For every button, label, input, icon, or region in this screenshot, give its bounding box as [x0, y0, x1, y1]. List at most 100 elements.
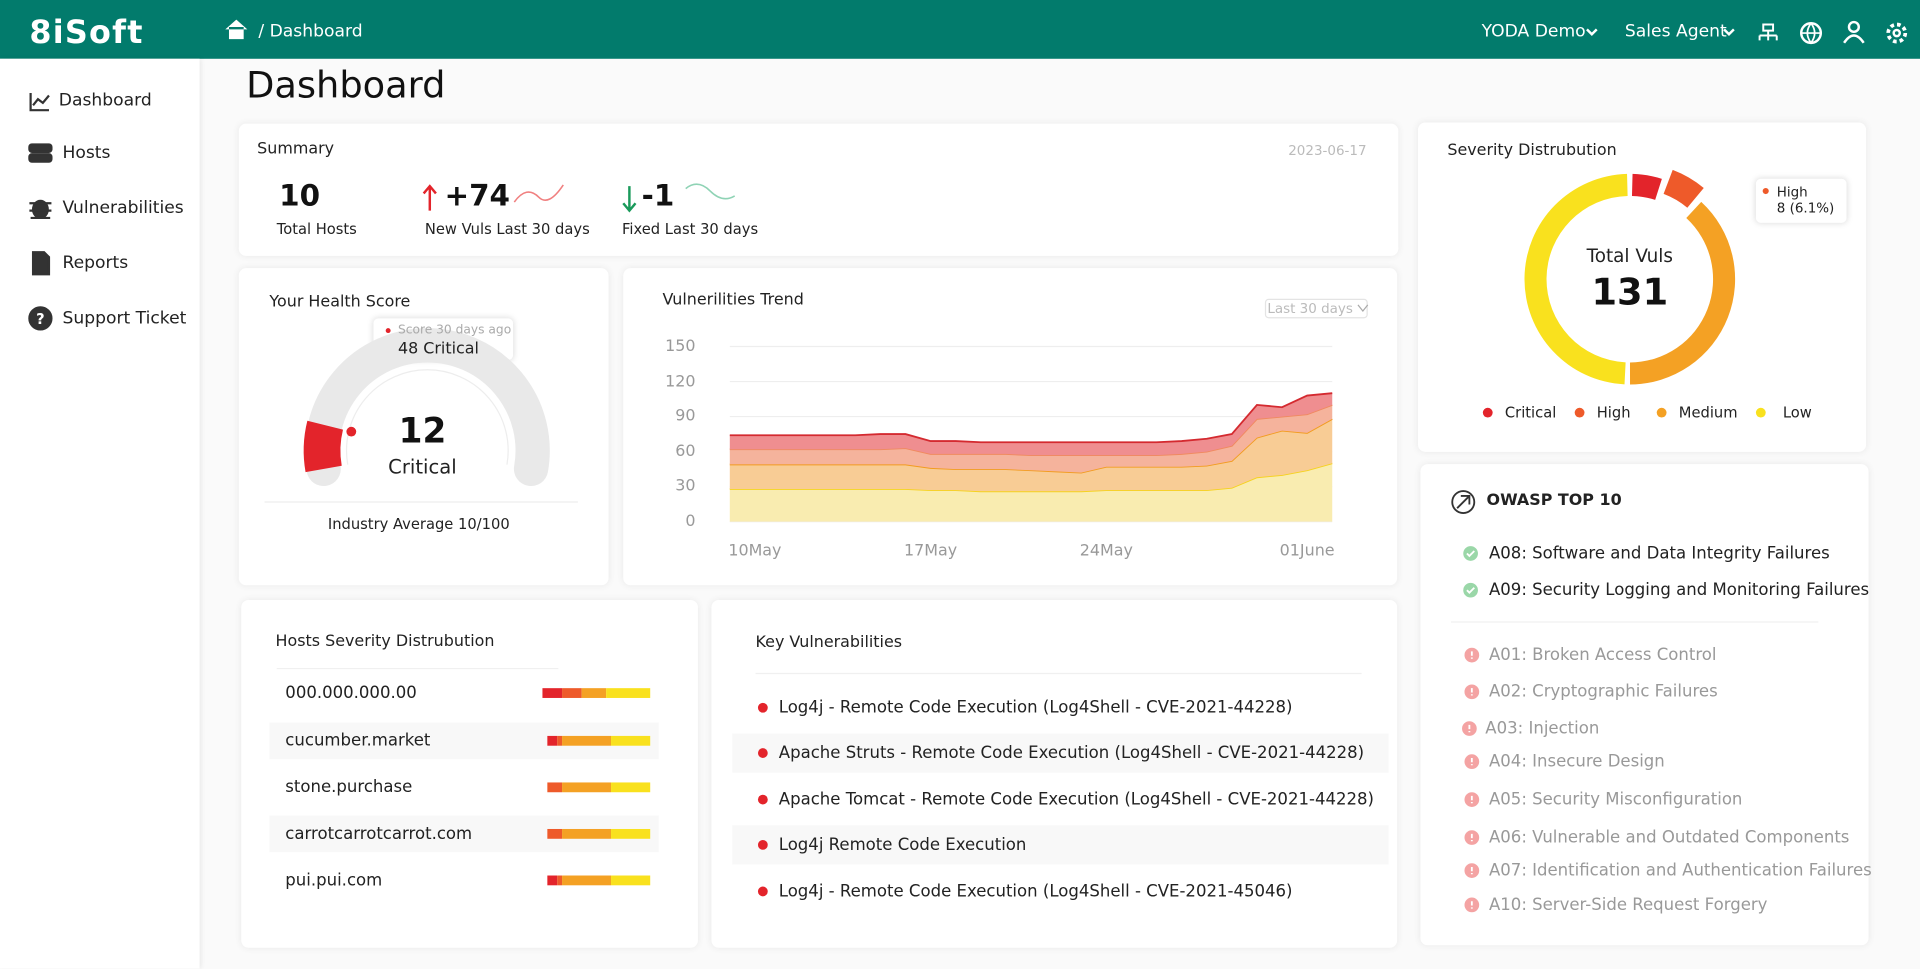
gauge-inner-ring [345, 369, 509, 465]
owasp-icon [1451, 490, 1476, 514]
industry-average: Industry Average 10/100 [327, 515, 510, 533]
host-name: carrotcarrotcarrot.com [285, 824, 473, 844]
hosts-icon [28, 143, 53, 153]
host-bar-segment [557, 875, 563, 886]
host-name: stone.purchase [285, 777, 413, 798]
host-bar-segment [547, 782, 563, 793]
area-layer [729, 418, 1333, 492]
donut-segment [1631, 173, 1662, 200]
owasp-card [1420, 464, 1869, 946]
area-layer [729, 404, 1333, 473]
trend-period-box[interactable] [1264, 298, 1368, 319]
settings-core [1892, 28, 1902, 38]
x-tick-label: 24May [1079, 541, 1133, 561]
report-icon [31, 251, 51, 276]
bullet [757, 748, 768, 758]
card-title: Summary [257, 140, 335, 159]
role-menu[interactable]: Sales Agent [1624, 22, 1727, 42]
score-rating: Critical [388, 454, 457, 479]
donut-segment [1663, 169, 1704, 208]
area-line [729, 392, 1333, 444]
host-name: 000.000.000.00 [285, 683, 417, 703]
chart-title: Severity Distrubution [1447, 141, 1617, 160]
nav-item[interactable]: Vulnerabilities [62, 198, 184, 218]
host-bar-segment [611, 875, 651, 886]
score-value: 12 [398, 410, 447, 452]
nav-item[interactable]: Reports [62, 253, 129, 274]
org-icon[interactable] [1758, 23, 1778, 41]
card-title: Hosts Severity Distrubution [275, 632, 495, 651]
vulnerability[interactable]: Log4j - Remote Code Execution (Log4Shell… [778, 697, 1293, 718]
row-bg [732, 825, 1389, 865]
settings-icon[interactable] [1886, 22, 1908, 44]
sparkline-new [513, 184, 564, 203]
globe-lines [1801, 22, 1821, 45]
host-bar-segment [562, 735, 612, 746]
bullet [757, 794, 768, 805]
key-vulns-card [711, 600, 1398, 948]
owasp-failed: A01: Broken Access Control [1488, 645, 1717, 665]
host-bar-segment [581, 688, 607, 698]
gauge-value [303, 420, 344, 473]
nav-item[interactable]: Hosts [62, 143, 111, 163]
chart-title: Vulnerilities Trend [662, 290, 804, 310]
home-icon[interactable] [225, 19, 248, 40]
breadcrumb: / Dashboard [258, 22, 363, 42]
nav-item[interactable]: Support Ticket [62, 308, 187, 329]
pass-check [1466, 550, 1475, 558]
vulnerability[interactable]: Apache Struts - Remote Code Execution (L… [778, 743, 1365, 763]
area-layer [729, 393, 1333, 456]
gauge-track [304, 328, 550, 487]
donut-segment [1524, 173, 1628, 385]
host-bar-segment [562, 875, 612, 886]
owasp-passed: A08: Software and Data Integrity Failure… [1488, 543, 1830, 564]
legend-label: Critical [1504, 404, 1557, 422]
summary-date: 2023-06-17 [1288, 142, 1367, 159]
owasp-passed: A09: Security Logging and Monitoring Fai… [1488, 580, 1870, 601]
host-bar-segment [547, 875, 558, 886]
host-name: pui.pui.com [285, 870, 383, 891]
account-menu[interactable]: YODA Demo [1481, 22, 1586, 42]
donut-total: 131 [1591, 271, 1669, 315]
period-chevron[interactable] [1357, 304, 1369, 313]
host-bar-segment [557, 735, 563, 746]
x-tick-label: 01June [1279, 541, 1335, 561]
chevrons[interactable] [1586, 28, 1735, 37]
host-name: cucumber.market [285, 731, 431, 751]
user-icon[interactable] [1847, 20, 1861, 34]
host-bar-segment [562, 828, 612, 839]
vulnerability[interactable]: Log4j Remote Code Execution [778, 835, 1027, 855]
stat-label: Fixed Last 30 days [622, 220, 759, 238]
host-bar-segment [611, 828, 651, 839]
vulnerability[interactable]: Log4j - Remote Code Execution (Log4Shell… [778, 881, 1293, 902]
legend-swatch [1482, 407, 1493, 418]
sparkline-fixed [685, 183, 736, 200]
stat-label: Total Hosts [276, 220, 357, 238]
donut-center-label: Total Vuls [1586, 244, 1673, 267]
user-body [1843, 34, 1865, 44]
vulnerability[interactable]: Apache Tomcat - Remote Code Execution (L… [778, 789, 1374, 810]
host-bar-segment [562, 782, 612, 793]
help-mark: ? [36, 311, 45, 328]
card-title: OWASP TOP 10 [1486, 491, 1622, 511]
owasp-failed: A05: Security Misconfiguration [1488, 789, 1743, 810]
owasp-failed: A04: Insecure Design [1488, 751, 1665, 772]
x-tick-label: 10May [728, 541, 782, 561]
logo: 8iSoft [29, 14, 144, 52]
stat-value: 10 [279, 178, 321, 214]
bullet [757, 840, 768, 850]
owasp-failed: A06: Vulnerable and Outdated Components [1488, 827, 1850, 848]
nav-item[interactable]: Dashboard [58, 90, 152, 111]
y-tick-label: 120 [665, 372, 696, 391]
owasp-icon-arrow [1456, 495, 1471, 509]
tooltip-value: 8 (6.1%) [1776, 200, 1835, 217]
host-bar-segment [611, 782, 651, 793]
host-bar-segment [606, 688, 651, 698]
hosts-card [241, 600, 698, 948]
period-select[interactable]: Last 30 days [1267, 300, 1353, 317]
tooltip-title: Score 30 days ago [397, 323, 512, 338]
y-tick-label: 60 [675, 442, 696, 461]
arrow-up [422, 184, 437, 211]
